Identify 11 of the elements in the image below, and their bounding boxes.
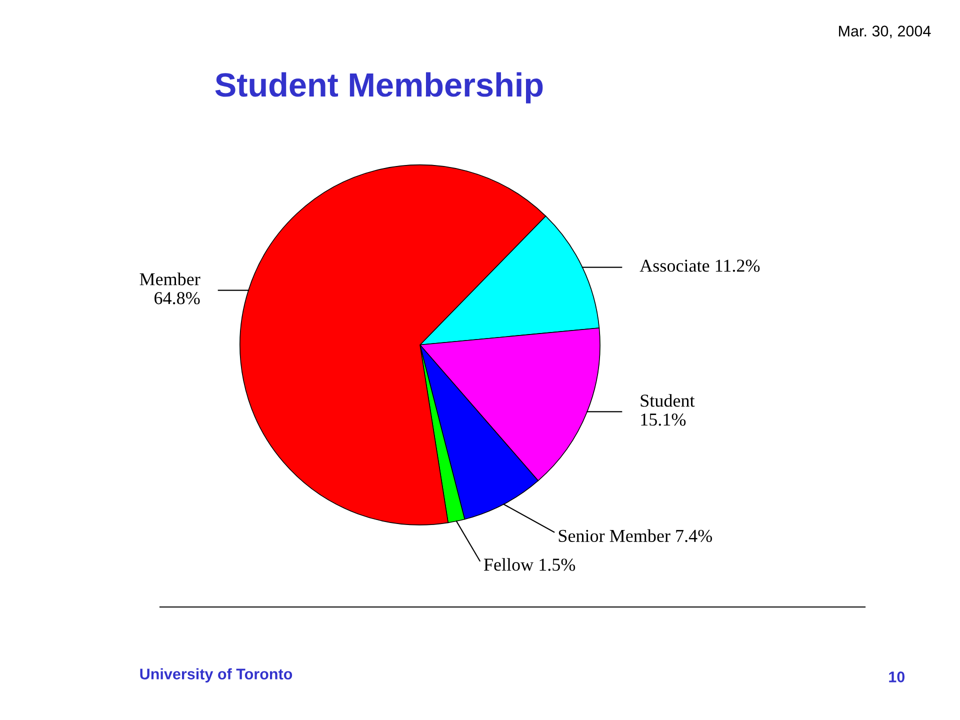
data-label: 64.8% <box>154 292 200 304</box>
chart-title: Student Membership <box>215 72 543 104</box>
slice-label: Student <box>640 394 695 407</box>
data-label: 15.1% <box>641 414 686 426</box>
slice-label: Member <box>140 272 200 286</box>
slice-label: Associate 11.2% <box>640 260 760 272</box>
text: 10 <box>889 672 905 682</box>
text: Mar. 30, 2004 <box>839 26 931 38</box>
slice-label: Senior Member 7.4% <box>558 529 712 542</box>
slice-label: Fellow 1.5% <box>484 558 576 571</box>
text: University of Toronto <box>140 668 292 682</box>
